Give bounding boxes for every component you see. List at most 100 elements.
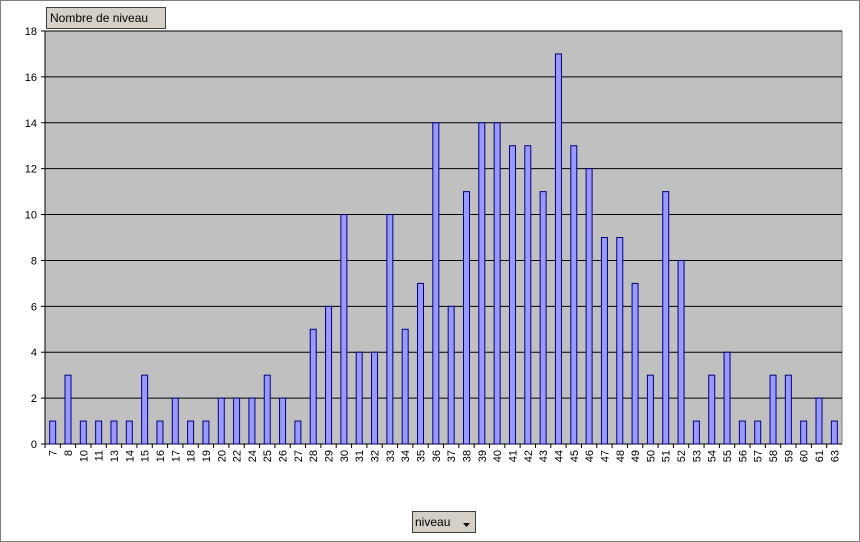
dropdown-arrow bbox=[463, 523, 470, 527]
x-tick-label: 31 bbox=[354, 450, 366, 462]
x-tick-label: 25 bbox=[262, 450, 274, 462]
bar bbox=[462, 191, 470, 445]
x-tick-label: 20 bbox=[216, 450, 228, 462]
bar bbox=[202, 420, 210, 445]
x-tick-label: 49 bbox=[630, 450, 642, 462]
bar bbox=[723, 351, 731, 445]
title-button[interactable]: Nombre de niveau bbox=[46, 7, 166, 29]
x-tick-label: 27 bbox=[293, 450, 305, 462]
x-tick-label: 44 bbox=[553, 450, 565, 462]
bar bbox=[325, 305, 333, 445]
x-tick-label: 19 bbox=[201, 450, 213, 462]
bar bbox=[493, 122, 501, 445]
x-tick-label: 17 bbox=[170, 450, 182, 462]
bar bbox=[79, 420, 87, 445]
bar bbox=[110, 420, 118, 445]
bar bbox=[49, 420, 57, 445]
x-tick-label: 24 bbox=[247, 450, 259, 462]
bar bbox=[815, 397, 823, 445]
y-tick-label: 2 bbox=[31, 393, 37, 405]
bar bbox=[156, 420, 164, 445]
x-tick-label: 29 bbox=[324, 450, 336, 462]
chart-title: Nombre de niveau bbox=[50, 11, 148, 25]
bar bbox=[340, 214, 348, 445]
bar bbox=[784, 374, 792, 445]
x-tick-label: 48 bbox=[615, 450, 627, 462]
x-tick-label: 63 bbox=[829, 450, 841, 462]
x-tick-label: 33 bbox=[385, 450, 397, 462]
x-tick-label: 51 bbox=[661, 450, 673, 462]
x-tick-label: 34 bbox=[400, 450, 412, 462]
x-tick-label: 58 bbox=[768, 450, 780, 462]
y-tick-label: 14 bbox=[25, 118, 37, 130]
bar bbox=[279, 397, 287, 445]
x-tick-label: 50 bbox=[645, 450, 657, 462]
bar bbox=[447, 305, 455, 445]
x-tick-label: 42 bbox=[523, 450, 535, 462]
x-tick-label: 32 bbox=[370, 450, 382, 462]
y-tick-label: 4 bbox=[31, 347, 37, 359]
x-tick-label: 40 bbox=[492, 450, 504, 462]
bar bbox=[187, 420, 195, 445]
bar bbox=[692, 420, 700, 445]
x-tick-label: 57 bbox=[753, 450, 765, 462]
bar bbox=[769, 374, 777, 445]
bar bbox=[309, 328, 317, 445]
bar bbox=[233, 397, 241, 445]
bar bbox=[401, 328, 409, 445]
x-tick-label: 14 bbox=[124, 450, 136, 462]
y-tick-label: 18 bbox=[25, 26, 37, 38]
bar bbox=[600, 237, 608, 445]
x-tick-label: 15 bbox=[140, 450, 152, 462]
x-tick-label: 30 bbox=[339, 450, 351, 462]
bar bbox=[355, 351, 363, 445]
x-tick-label: 39 bbox=[477, 450, 489, 462]
x-tick-label: 45 bbox=[569, 450, 581, 462]
bar bbox=[616, 237, 624, 445]
bar bbox=[508, 145, 516, 445]
x-tick-label: 16 bbox=[155, 450, 167, 462]
bar bbox=[800, 420, 808, 445]
x-tick-label: 43 bbox=[538, 450, 550, 462]
bar bbox=[554, 53, 562, 445]
x-tick-label: 54 bbox=[707, 450, 719, 462]
x-tick-label: 8 bbox=[63, 450, 75, 456]
x-tick-label: 41 bbox=[507, 450, 519, 462]
x-field-button[interactable]: niveau bbox=[412, 511, 476, 533]
bar bbox=[478, 122, 486, 445]
y-tick-label: 16 bbox=[25, 72, 37, 84]
bar bbox=[585, 168, 593, 445]
x-tick-label: 59 bbox=[783, 450, 795, 462]
bar bbox=[125, 420, 133, 445]
y-tick-label: 0 bbox=[31, 439, 37, 451]
bar bbox=[417, 282, 425, 445]
x-tick-label: 22 bbox=[232, 450, 244, 462]
bar bbox=[524, 145, 532, 445]
bar bbox=[171, 397, 179, 445]
bar bbox=[64, 374, 72, 445]
bar bbox=[570, 145, 578, 445]
bar bbox=[677, 259, 685, 445]
x-tick-label: 52 bbox=[676, 450, 688, 462]
y-tick-label: 6 bbox=[31, 301, 37, 313]
y-tick-label: 10 bbox=[25, 210, 37, 222]
x-tick-label: 7 bbox=[48, 450, 60, 456]
bar bbox=[830, 420, 838, 445]
bar bbox=[432, 122, 440, 445]
bar bbox=[738, 420, 746, 445]
y-tick-label: 12 bbox=[25, 164, 37, 176]
x-tick-label: 61 bbox=[814, 450, 826, 462]
x-axis-label: niveau bbox=[415, 515, 450, 529]
bar bbox=[631, 282, 639, 445]
bar bbox=[386, 214, 394, 445]
bar bbox=[646, 374, 654, 445]
x-tick-label: 26 bbox=[278, 450, 290, 462]
bar bbox=[248, 397, 256, 445]
bar bbox=[141, 374, 149, 445]
x-tick-label: 18 bbox=[186, 450, 198, 462]
bar bbox=[294, 420, 302, 445]
bar bbox=[217, 397, 225, 445]
x-tick-label: 11 bbox=[94, 450, 106, 461]
x-tick-label: 53 bbox=[691, 450, 703, 462]
x-tick-label: 47 bbox=[599, 450, 611, 462]
